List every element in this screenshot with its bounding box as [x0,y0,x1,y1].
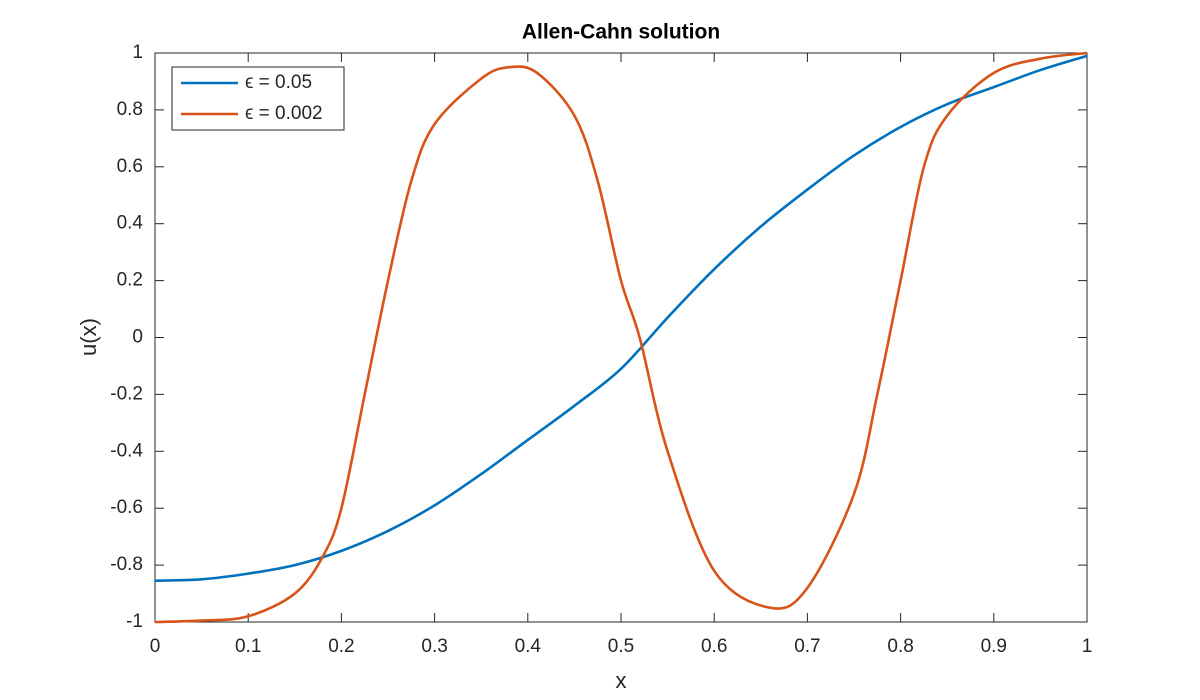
chart-title: Allen-Cahn solution [522,21,720,44]
y-tick-label: -0.8 [110,554,143,575]
x-tick-label: 0.1 [235,636,261,657]
x-tick-label: 0.5 [608,636,634,657]
plot-frame [154,52,1088,623]
x-tick-label: 1 [1082,636,1093,657]
line-series [154,54,1088,583]
y-tick-label: 1 [132,42,143,63]
x-tick-label: 0.4 [515,636,542,657]
y-axis-label: u(x) [76,318,101,356]
y-tick-label: 0.6 [117,156,143,177]
y-tick-label: 0 [132,327,143,348]
x-tick-label: 0.9 [981,636,1007,657]
y-tick-label: 0.2 [117,270,143,291]
x-tick-label: 0.7 [794,636,820,657]
legend-label: ϵ = 0.002 [245,103,323,124]
x-tick-label: 0 [150,636,161,657]
y-tick-label: -0.2 [110,383,143,404]
x-axis-label: x [616,668,627,693]
y-tick-label: -0.4 [110,440,143,461]
y-tick-label: -1 [126,611,143,632]
line-series [154,51,1088,624]
x-tick-label: 0.3 [421,636,447,657]
x-tick-label: 0.2 [328,636,354,657]
legend-box [171,66,345,131]
x-tick-label: 0.8 [887,636,913,657]
legend-label: ϵ = 0.05 [245,72,312,93]
y-tick-label: -0.6 [110,497,143,518]
y-tick-label: 0.4 [117,213,144,234]
x-tick-label: 0.6 [701,636,727,657]
y-tick-label: 0.8 [117,99,143,120]
